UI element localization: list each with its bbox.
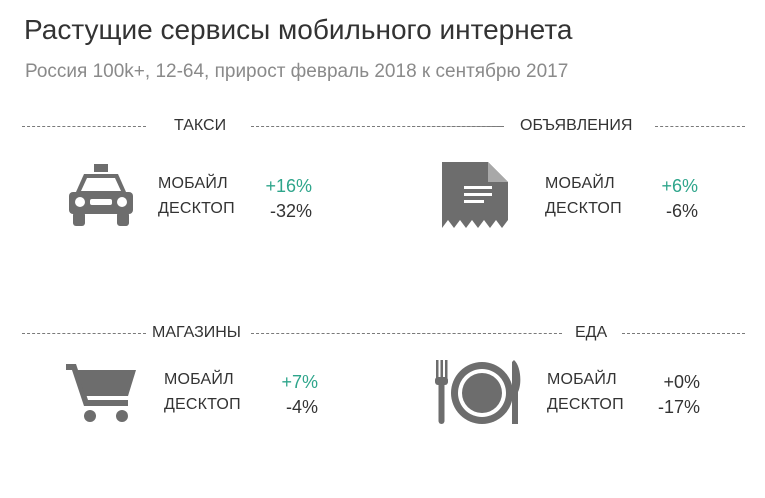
desktop-label: ДЕСКТОП — [545, 200, 622, 217]
chart-subtitle: Россия 100k+, 12-64, прирост февраль 201… — [25, 61, 569, 82]
section-label-food: ЕДА — [575, 324, 608, 341]
classifieds-desktop-value: -6% — [665, 201, 698, 221]
divider-line — [622, 333, 745, 334]
classifieds-icon — [442, 162, 508, 228]
food-desktop-value: -17% — [657, 397, 700, 417]
divider-line — [251, 333, 501, 334]
section-label-classifieds: ОБЪЯВЛЕНИЯ — [520, 117, 633, 134]
divider-line — [22, 333, 146, 334]
shops-mobile-value: +7% — [281, 372, 318, 392]
divider-line — [251, 126, 501, 127]
taxi-desktop-value: -32% — [269, 201, 312, 221]
mobile-label: МОБАЙЛ — [547, 371, 617, 388]
taxi-mobile-value: +16% — [265, 176, 312, 196]
chart-title: Растущие сервисы мобильного интернета — [24, 14, 573, 45]
divider-line — [22, 126, 146, 127]
food-mobile-value: +0% — [663, 372, 700, 392]
food-icon — [434, 360, 524, 426]
desktop-label: ДЕСКТОП — [164, 396, 241, 413]
section-label-taxi: ТАКСИ — [174, 117, 227, 134]
mobile-label: МОБАЙЛ — [164, 371, 234, 388]
desktop-label: ДЕСКТОП — [158, 200, 235, 217]
cart-icon — [66, 360, 138, 424]
divider-line — [412, 126, 504, 127]
divider-line — [412, 333, 562, 334]
desktop-label: ДЕСКТОП — [547, 396, 624, 413]
section-label-shops: МАГАЗИНЫ — [152, 324, 241, 341]
mobile-label: МОБАЙЛ — [158, 175, 228, 192]
classifieds-mobile-value: +6% — [661, 176, 698, 196]
mobile-label: МОБАЙЛ — [545, 175, 615, 192]
taxi-icon — [66, 164, 136, 228]
divider-line — [655, 126, 745, 127]
shops-desktop-value: -4% — [285, 397, 318, 417]
